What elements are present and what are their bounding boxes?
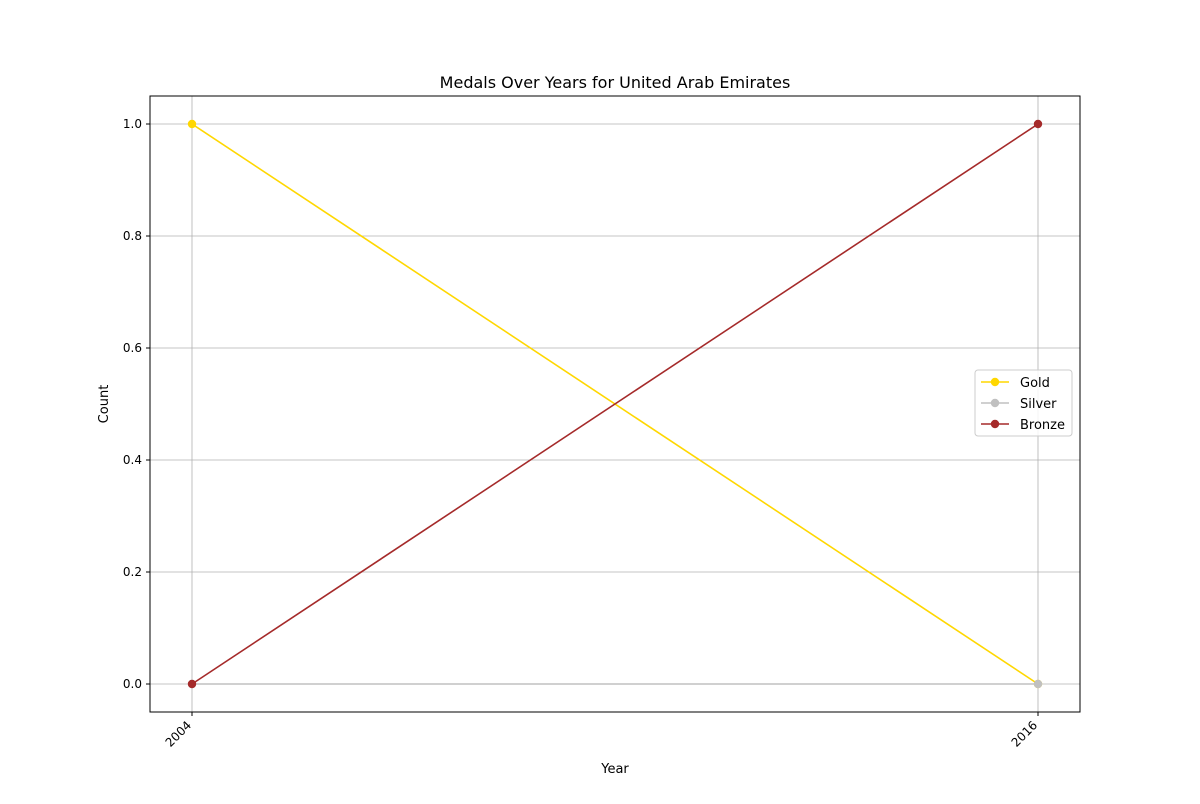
- series-silver: [187, 679, 1043, 689]
- y-tick-label: 0.8: [123, 229, 142, 243]
- x-tick-label: 2016: [1009, 718, 1040, 749]
- data-point-bronze: [1033, 119, 1043, 129]
- y-tick-label: 0.4: [123, 453, 142, 467]
- data-point-silver: [1033, 679, 1043, 689]
- series-line-bronze: [191, 123, 1039, 685]
- legend-label-bronze: Bronze: [1020, 418, 1065, 433]
- y-tick-label: 0.2: [123, 565, 142, 579]
- legend-marker-gold: [990, 377, 1000, 387]
- legend-label-silver: Silver: [1020, 397, 1057, 412]
- y-tick-label: 0.6: [123, 341, 142, 355]
- axis-ticks: 0.0 0.2 0.4 0.6 0.8 1.0 2004 2016: [123, 117, 1040, 750]
- legend-label-gold: Gold: [1020, 376, 1050, 391]
- data-point-bronze: [187, 679, 197, 689]
- data-point-gold: [187, 119, 197, 129]
- y-axis-label: Count: [97, 385, 112, 424]
- legend: Gold Silver Bronze: [974, 369, 1073, 437]
- legend-box: [974, 369, 1073, 437]
- y-tick-label: 0.0: [123, 677, 142, 691]
- x-tick-label: 2004: [163, 718, 194, 749]
- series-layer: [187, 119, 1043, 689]
- legend-marker-bronze: [990, 419, 1000, 429]
- x-axis-label: Year: [600, 762, 629, 777]
- grid: [150, 96, 1080, 712]
- y-tick-label: 1.0: [123, 117, 142, 131]
- plot-frame: [149, 95, 1081, 713]
- chart-title: Medals Over Years for United Arab Emirat…: [440, 73, 791, 92]
- legend-marker-silver: [990, 398, 1000, 408]
- series-bronze: [187, 119, 1043, 689]
